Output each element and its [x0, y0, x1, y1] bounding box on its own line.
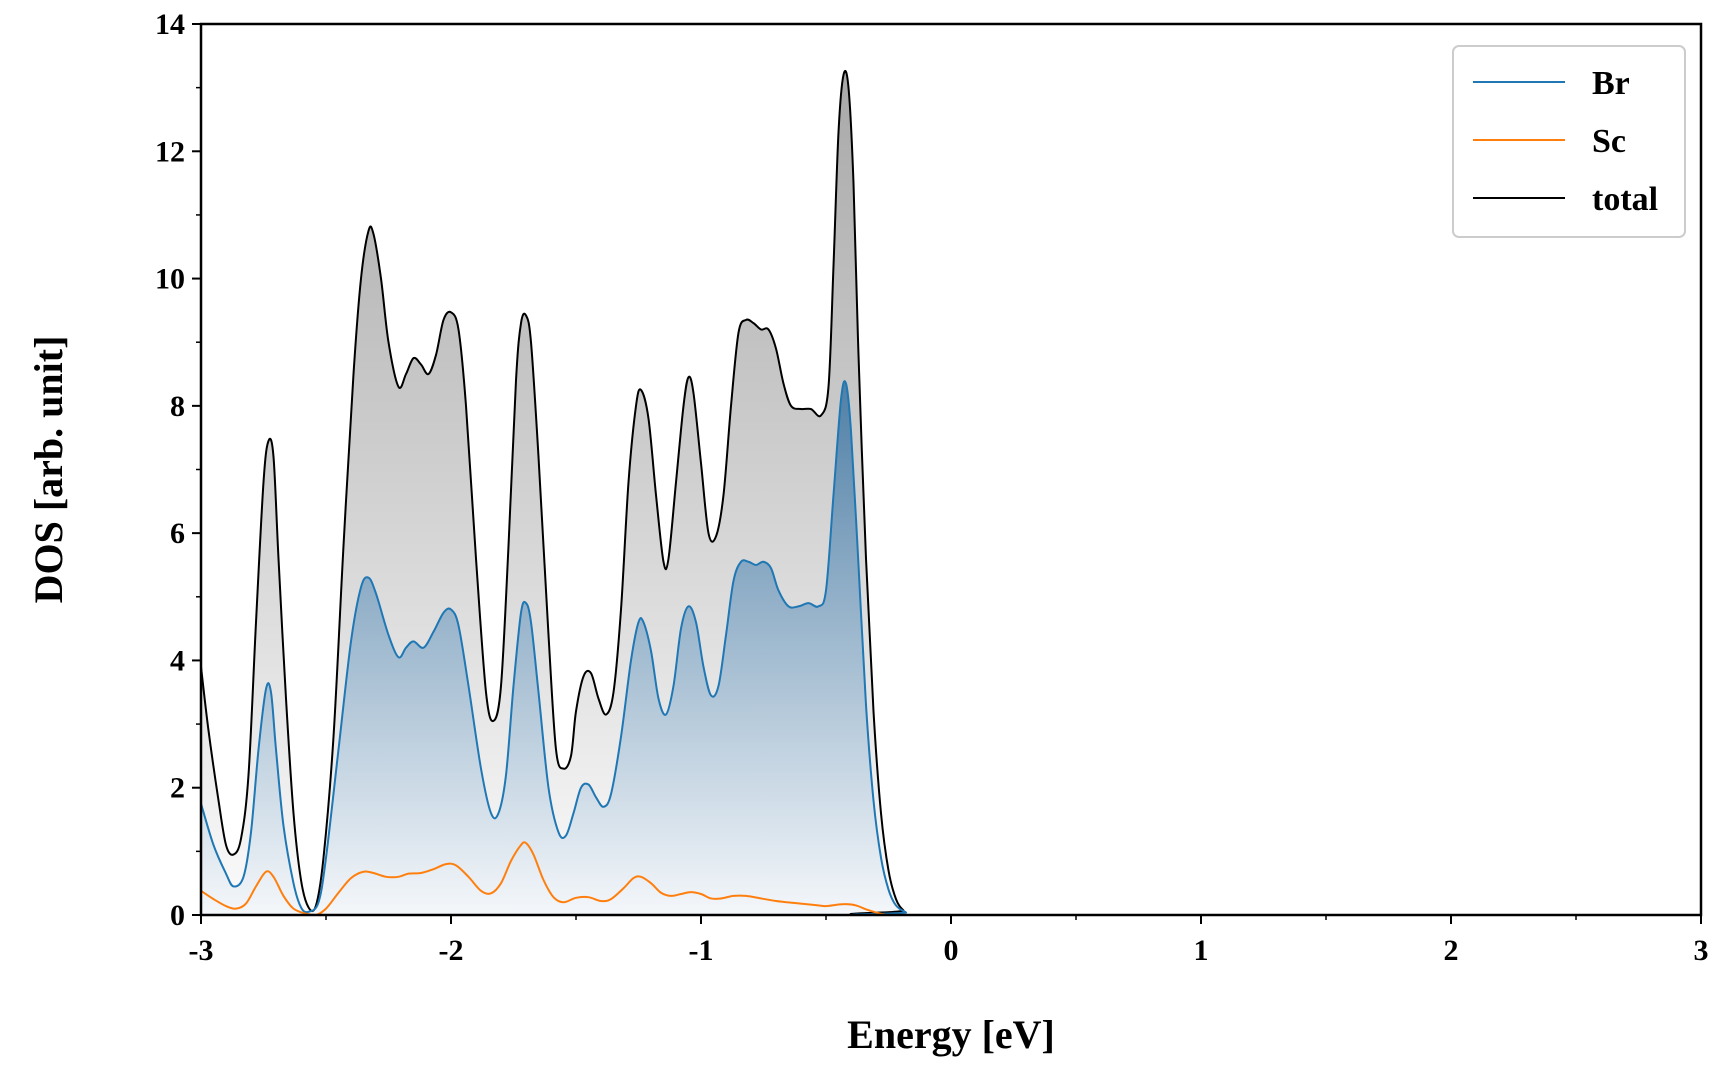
legend-label-total: total — [1592, 181, 1658, 218]
x-tick-label: 2 — [1444, 934, 1459, 967]
x-tick-label: 1 — [1194, 934, 1209, 967]
legend-label-sc: Sc — [1592, 123, 1626, 160]
y-axis-label: DOS [arb. unit] — [26, 336, 71, 604]
x-tick-label: 3 — [1694, 934, 1709, 967]
x-tick-label: -3 — [189, 934, 214, 967]
x-tick-label: -2 — [439, 934, 464, 967]
x-tick-label: -1 — [689, 934, 714, 967]
series-line-br — [201, 380, 1701, 915]
legend-label-br: Br — [1592, 65, 1630, 102]
y-tick-label: 6 — [170, 517, 185, 550]
x-tick-label: 0 — [944, 934, 959, 967]
y-tick-label: 12 — [155, 135, 185, 168]
y-tick-label: 2 — [170, 772, 185, 805]
series-line-total — [201, 69, 1701, 915]
y-tick-label: 0 — [170, 899, 185, 932]
y-tick-label: 14 — [155, 8, 185, 41]
y-tick-label: 4 — [170, 644, 185, 677]
fill-br — [201, 381, 1701, 915]
legend-box — [1452, 45, 1686, 238]
x-axis-label: Energy [eV] — [847, 1012, 1055, 1057]
y-tick-label: 10 — [155, 263, 185, 296]
y-tick-label: 8 — [170, 390, 185, 423]
